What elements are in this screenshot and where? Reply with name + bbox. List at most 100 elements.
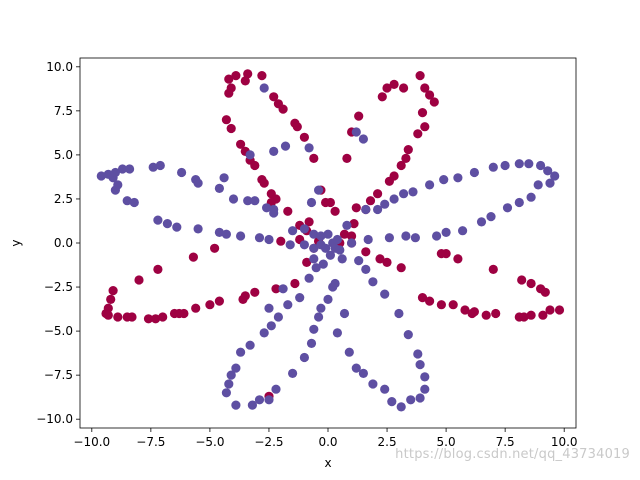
y-tick-label: −2.5 <box>44 280 73 294</box>
scatter-point-blue <box>278 284 288 294</box>
scatter-point-blue <box>262 203 272 213</box>
scatter-point-red <box>420 83 430 93</box>
scatter-point-blue <box>269 146 279 156</box>
scatter-point-blue <box>344 347 354 357</box>
scatter-point-red <box>292 122 302 132</box>
scatter-point-blue <box>148 162 158 172</box>
scatter-point-blue <box>368 277 378 287</box>
scatter-point-blue <box>389 194 399 204</box>
scatter-point-blue <box>314 312 324 322</box>
scatter-point-red <box>226 123 236 134</box>
scatter-point-blue <box>295 293 305 303</box>
y-axis-label: y <box>9 239 23 246</box>
scatter-point-blue <box>469 167 479 178</box>
scatter-point-blue <box>224 379 234 389</box>
x-tick-label: −7.5 <box>136 435 165 449</box>
y-tick-label: −10.0 <box>36 412 73 426</box>
y-tick-label: 5.0 <box>54 148 73 162</box>
y-tick-label: −7.5 <box>44 368 73 382</box>
scatter-point-red <box>243 69 253 79</box>
scatter-point-red <box>151 314 161 324</box>
scatter-point-red <box>224 74 234 84</box>
scatter-point-red <box>526 310 536 320</box>
scatter-point-blue <box>332 328 342 338</box>
scatter-point-blue <box>458 226 468 236</box>
scatter-point-blue <box>453 173 463 183</box>
scatter-point-blue <box>526 192 536 202</box>
scatter-point-blue <box>309 254 319 264</box>
scatter-point-red <box>214 296 224 306</box>
scatter-point-red <box>354 111 364 121</box>
scatter-point-red <box>399 83 409 93</box>
scatter-point-blue <box>193 178 203 188</box>
scatter-point-blue <box>155 160 165 171</box>
scatter-point-blue <box>332 234 342 245</box>
scatter-point-blue <box>288 226 298 236</box>
scatter-point-blue <box>259 83 269 93</box>
scatter-point-blue <box>361 264 371 274</box>
scatter-point-red <box>210 243 220 253</box>
scatter-point-red <box>240 76 250 86</box>
scatter-point-blue <box>219 173 229 183</box>
scatter-point-blue <box>500 160 510 171</box>
scatter-point-red <box>351 203 361 213</box>
scatter-point-red <box>396 160 406 171</box>
scatter-point-blue <box>373 204 383 215</box>
scatter-point-blue <box>306 197 317 208</box>
scatter-point-blue <box>387 397 397 407</box>
scatter-point-blue <box>304 143 314 153</box>
scatter-point-blue <box>399 189 409 199</box>
scatter-point-blue <box>368 379 378 389</box>
scatter-point-red <box>396 263 406 273</box>
scatter-point-blue <box>299 352 309 363</box>
scatter-point-blue <box>266 321 276 331</box>
scatter-point-blue <box>321 243 331 253</box>
x-tick-label: −2.5 <box>254 435 283 449</box>
scatter-point-blue <box>543 166 553 176</box>
scatter-point-blue <box>337 254 347 264</box>
scatter-point-blue <box>394 308 404 319</box>
scatter-point-blue <box>403 330 413 340</box>
scatter-point-blue <box>441 227 451 237</box>
scatter-point-blue <box>420 384 430 394</box>
scatter-point-red <box>302 257 312 267</box>
scatter-point-blue <box>299 224 309 234</box>
scatter-point-blue <box>358 368 368 378</box>
scatter-point-red <box>106 294 116 304</box>
scatter-point-blue <box>273 312 283 322</box>
scatter-point-blue <box>214 183 224 193</box>
scatter-point-red <box>361 247 371 257</box>
scatter-point-blue <box>342 220 352 230</box>
scatter-point-red <box>304 217 314 227</box>
scatter-point-blue <box>172 222 182 232</box>
scatter-point-blue <box>439 175 449 185</box>
scatter-point-blue <box>228 194 239 204</box>
scatter-point-blue <box>214 227 224 237</box>
scatter-point-blue <box>264 234 274 245</box>
scatter-point-blue <box>358 134 368 144</box>
scatter-point-red <box>384 176 394 186</box>
scatter-point-blue <box>259 328 269 338</box>
scatter-point-blue <box>361 204 371 215</box>
scatter-point-red <box>205 300 215 310</box>
scatter-point-red <box>127 312 137 322</box>
scatter-point-blue <box>243 196 253 206</box>
scatter-point-blue <box>330 278 340 289</box>
y-tick-label: −5.0 <box>44 324 73 338</box>
scatter-point-blue <box>488 162 498 172</box>
scatter-point-red <box>325 197 335 208</box>
scatter-point-red <box>420 122 430 132</box>
scatter-point-blue <box>264 395 274 405</box>
scatter-point-red <box>269 92 279 102</box>
scatter-point-red <box>425 296 435 306</box>
scatter-point-red <box>309 153 319 163</box>
data-points <box>96 69 565 412</box>
scatter-point-red <box>271 284 281 294</box>
scatter-point-red <box>436 249 446 259</box>
scatter-point-blue <box>316 303 326 313</box>
scatter-point-blue <box>347 238 357 248</box>
scatter-point-red <box>403 145 413 155</box>
scatter-point-blue <box>314 185 324 195</box>
scatter-point-red <box>224 88 234 98</box>
